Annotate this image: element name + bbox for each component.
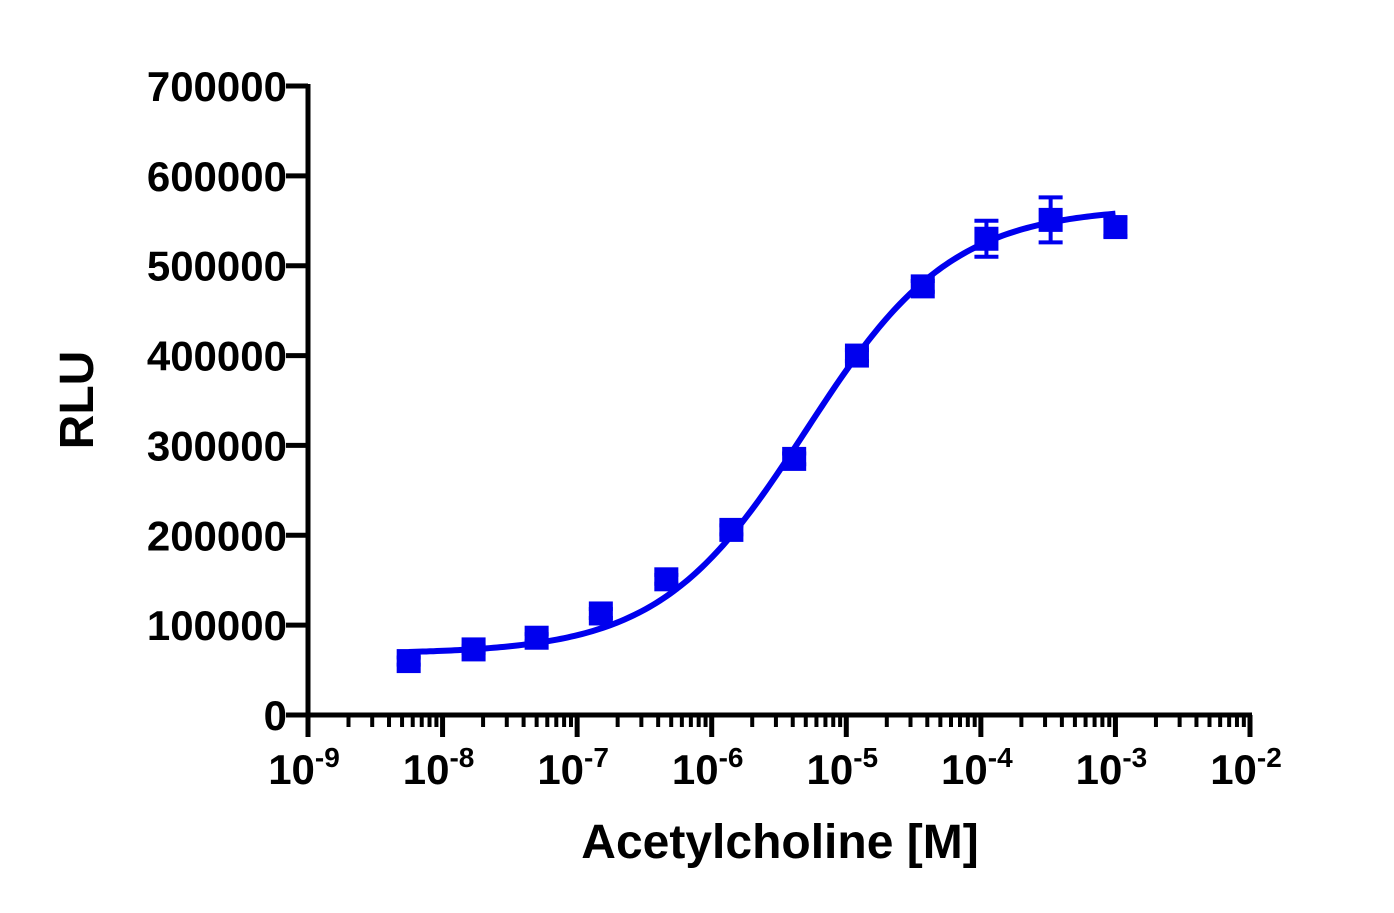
data-point [524, 625, 549, 650]
data-point [396, 649, 421, 674]
data-marker [524, 625, 549, 650]
y-tick-label: 100000 [147, 602, 287, 649]
data-marker [719, 517, 744, 542]
data-point [719, 517, 744, 542]
x-tick-label: 10-3 [1076, 742, 1148, 793]
data-point [1038, 195, 1063, 245]
x-axis: 10-9 10-8 10-7 10-6 10-5 10-4 10-3 10-2 [268, 712, 1282, 793]
x-tick-label: 10-2 [1210, 742, 1282, 793]
y-tick-label: 200000 [147, 512, 287, 559]
x-tick-label: 10-4 [941, 742, 1013, 793]
y-tick-label: 0 [264, 692, 287, 739]
x-tick-label: 10-6 [672, 742, 744, 793]
data-marker [1103, 215, 1128, 240]
x-tick-label: 10-8 [403, 742, 475, 793]
y-axis-label: RLU [51, 351, 104, 450]
data-point [588, 601, 613, 626]
data-marker [844, 343, 869, 368]
data-marker [588, 601, 613, 626]
data-marker [461, 637, 486, 662]
data-marker [910, 274, 935, 299]
data-point [844, 343, 869, 368]
data-marker [782, 446, 807, 471]
data-marker [654, 567, 679, 592]
x-tick-label: 10-5 [806, 742, 878, 793]
x-axis-label: Acetylcholine [M] [581, 816, 978, 869]
y-tick-label: 500000 [147, 243, 287, 290]
y-tick-label: 400000 [147, 333, 287, 380]
x-tick-label: 10-9 [268, 742, 340, 793]
data-point [1103, 215, 1128, 240]
data-point [910, 274, 935, 299]
data-marker [1038, 207, 1063, 232]
y-axis: 0 100000 200000 300000 400000 500000 600000 700… [147, 63, 311, 739]
y-tick-label: 700000 [147, 63, 287, 110]
fit-curve [408, 210, 1116, 655]
data-point [654, 567, 679, 592]
data-point [461, 637, 486, 662]
y-tick-label: 300000 [147, 422, 287, 469]
data-marker [396, 649, 421, 674]
data-point [782, 446, 807, 471]
y-tick-label: 600000 [147, 153, 287, 200]
x-tick-label: 10-7 [537, 742, 609, 793]
data-marker [974, 226, 999, 251]
plot-area [396, 195, 1128, 674]
data-point [974, 218, 999, 259]
